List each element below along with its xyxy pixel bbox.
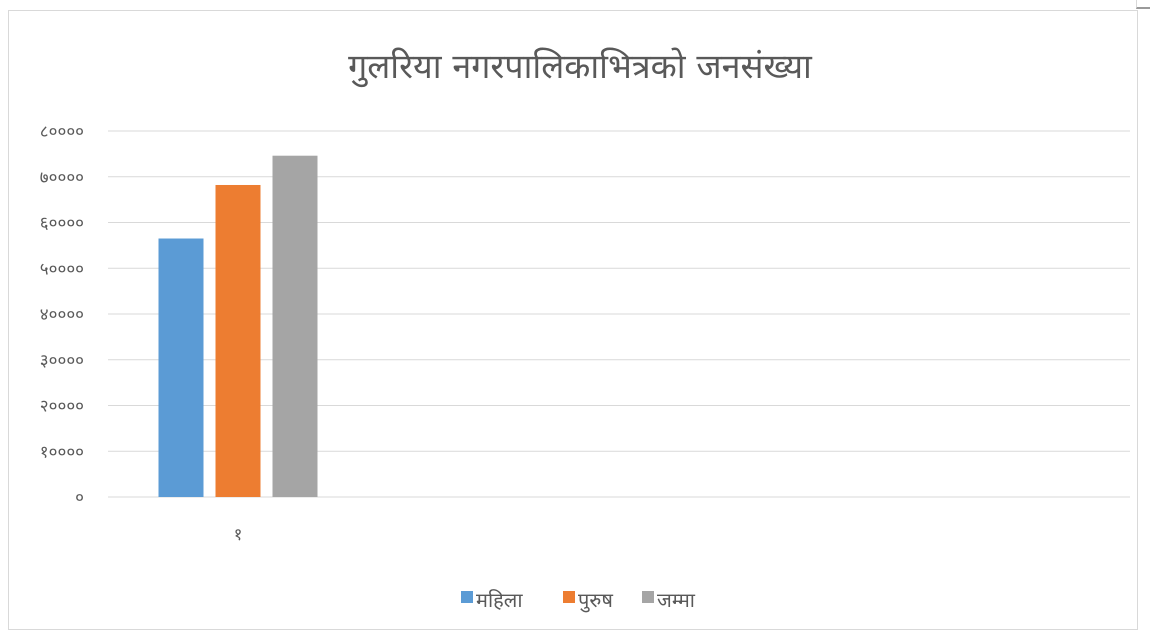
y-tick-label: १०००० — [40, 442, 84, 462]
legend-label: महिला — [476, 588, 523, 612]
y-tick-label: २०००० — [40, 397, 84, 417]
legend-label: जम्मा — [657, 588, 696, 612]
y-tick-label: ७०००० — [40, 168, 84, 188]
y-tick-label: ० — [75, 488, 84, 508]
legend-label: पुरुष — [578, 588, 613, 613]
bar-2 — [215, 184, 261, 498]
window-edge — [1136, 0, 1150, 9]
bars — [158, 155, 318, 498]
gridlines — [108, 130, 1130, 498]
y-tick-label: ४०००० — [40, 305, 84, 325]
y-tick-label: ८०००० — [40, 122, 84, 142]
x-tick-label: १ — [234, 525, 243, 545]
legend-swatch — [642, 591, 654, 603]
x-axis-tick-labels: १ — [234, 525, 243, 545]
bar-3 — [272, 155, 318, 497]
legend: महिला पुरुष जम्मा — [461, 588, 696, 613]
bar-1 — [158, 238, 204, 497]
y-tick-label: ५०००० — [40, 259, 84, 279]
y-tick-label: ६०००० — [40, 214, 84, 234]
legend-swatch — [563, 591, 575, 603]
legend-swatch — [461, 591, 473, 603]
y-axis-tick-labels: ० १०००० २०००० ३०००० ४०००० ५०००० ६०००० ७०००० ८०००… — [40, 122, 84, 508]
chart-title: गुलरिया नगरपालिकाभित्रको जनसंख्या — [348, 47, 813, 88]
y-tick-label: ३०००० — [40, 351, 84, 371]
